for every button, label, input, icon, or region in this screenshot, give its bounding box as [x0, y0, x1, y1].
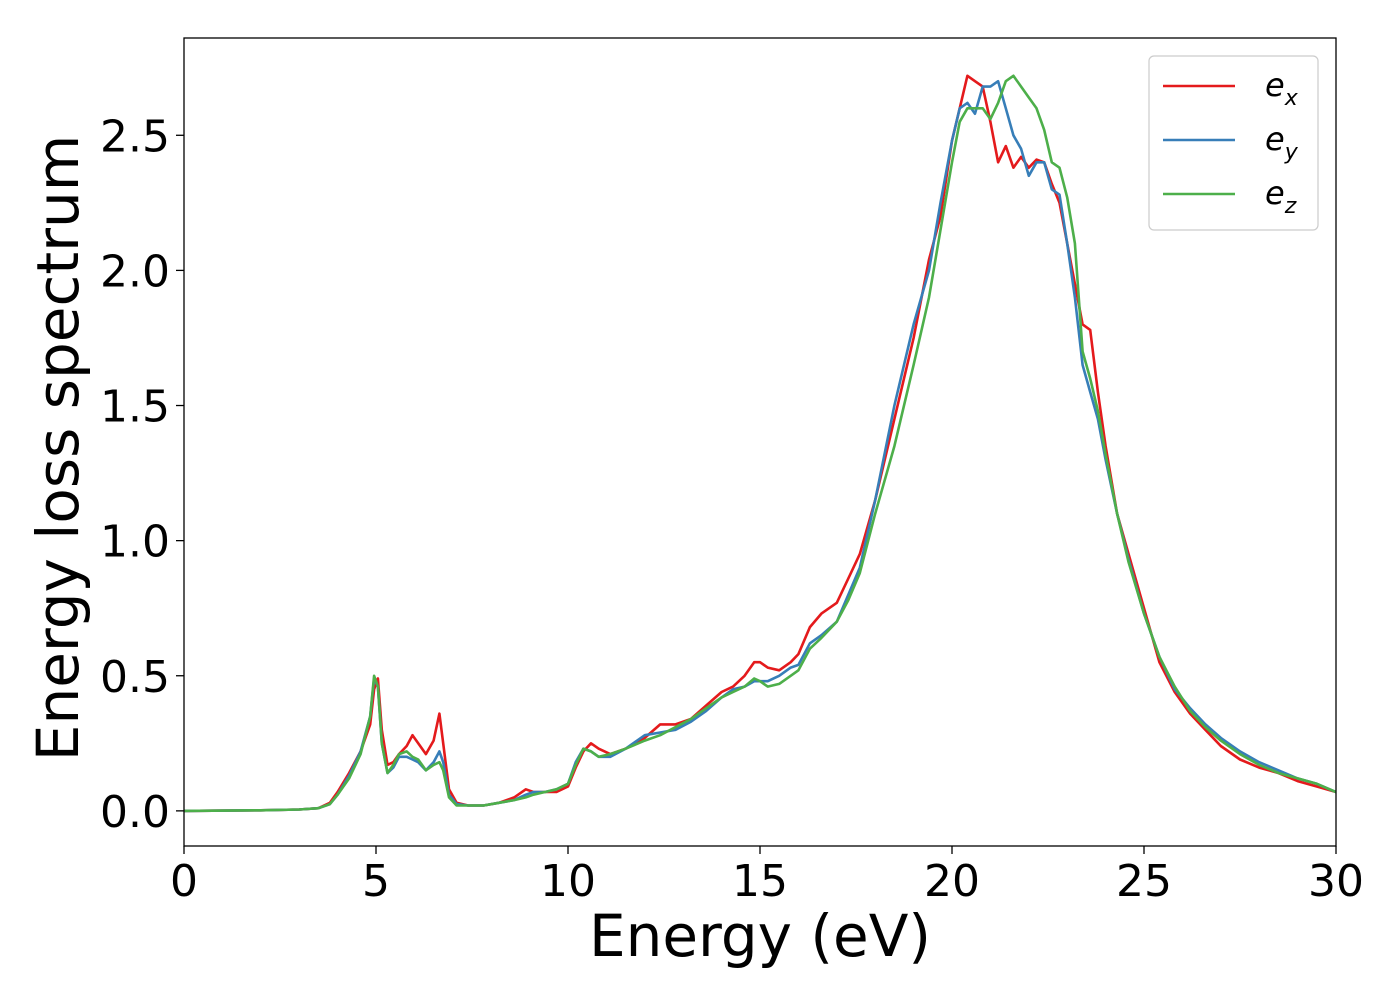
legend-label-main: e [1265, 120, 1285, 158]
y-tick-label: 2.0 [100, 246, 170, 297]
legend-label: ex [1265, 66, 1299, 111]
y-tick-label: 2.5 [100, 111, 170, 162]
legend-label: ez [1265, 174, 1297, 219]
legend-box [1148, 55, 1319, 231]
y-axis-title: Energy loss spectrum [24, 135, 92, 761]
x-tick-label: 5 [362, 856, 390, 907]
y-tick-label: 1.5 [100, 382, 170, 433]
legend-label-main: e [1265, 174, 1285, 212]
x-tick-label: 0 [170, 856, 198, 907]
legend-label-subscript: y [1284, 140, 1299, 165]
legend-label: ey [1265, 120, 1299, 165]
x-tick-label: 10 [540, 856, 596, 907]
legend-label-main: e [1265, 66, 1285, 104]
series-layer [184, 74, 1336, 813]
y-tick-label: 0.0 [100, 787, 170, 838]
x-tick-label: 15 [732, 856, 788, 907]
x-axis: 0 5 10 15 20 25 30 [170, 846, 1364, 907]
series-line-ex [184, 74, 1336, 813]
y-axis: 0.0 0.5 1.0 1.5 2.0 2.5 [100, 111, 184, 838]
x-tick-label: 20 [924, 856, 980, 907]
x-axis-title: Energy (eV) [589, 902, 931, 970]
x-tick-label: 25 [1116, 856, 1172, 907]
y-tick-label: 0.5 [100, 652, 170, 703]
legend-label-subscript: z [1284, 194, 1297, 219]
legend-label-subscript: x [1284, 86, 1299, 111]
x-tick-label: 30 [1308, 856, 1364, 907]
series-line-ez [184, 74, 1336, 813]
series-line-ey [184, 79, 1336, 813]
y-tick-label: 1.0 [100, 517, 170, 568]
